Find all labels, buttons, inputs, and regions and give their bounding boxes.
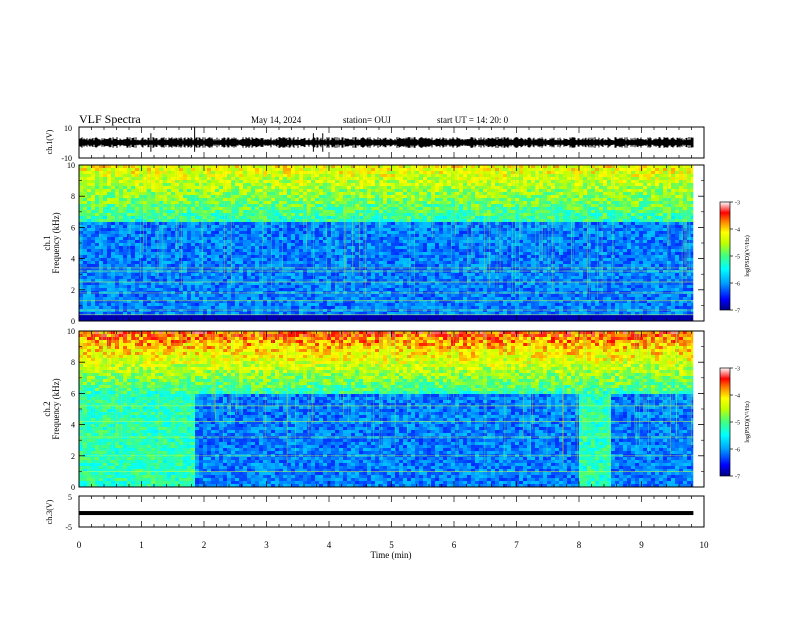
colorbar-2-tick--4: -4 — [735, 394, 740, 400]
x-tick-9: 9 — [639, 540, 644, 550]
date-label: May 14, 2024 — [251, 115, 302, 125]
ch1-wave-ylabel: ch.1(V) — [45, 129, 54, 154]
ch1-ytick-10: 10 — [67, 161, 75, 170]
colorbar-1-tick--6: -6 — [735, 282, 740, 288]
ch1-ytick-2: 2 — [71, 286, 75, 295]
x-tick-8: 8 — [577, 540, 582, 550]
x-tick-6: 6 — [452, 540, 457, 550]
ch2-spec-ylabel: Frequency (kHz) — [51, 378, 61, 439]
ch1-ytick-0: 0 — [71, 317, 75, 326]
ch1-ytick-top: 10 — [64, 124, 72, 133]
figure-title: VLF Spectra — [79, 112, 141, 126]
colorbar-ch2: -3 -4 -5 -6 -7 log(PSD)(V²/Hz) — [720, 367, 751, 481]
ch1-waveform-panel: 10 -10 ch.1(V) — [45, 124, 704, 163]
x-tick-4: 4 — [327, 540, 332, 550]
colorbar-2-tick--6: -6 — [735, 448, 740, 454]
colorbar-1-tick--4: -4 — [735, 228, 740, 234]
x-tick-0: 0 — [77, 540, 82, 550]
ch3-waveform-trace — [79, 511, 693, 515]
ch2-ytick-8: 8 — [71, 358, 75, 367]
ch3-ytick-bottom: -5 — [65, 523, 72, 532]
x-tick-1: 1 — [139, 540, 144, 550]
x-tick-3: 3 — [264, 540, 269, 550]
ch1-spectrogram-image — [79, 165, 704, 321]
colorbar-2-tick--3: -3 — [735, 367, 740, 373]
ch1-ytick-8: 8 — [71, 192, 75, 201]
x-tick-2: 2 — [202, 540, 207, 550]
start-time-label: start UT = 14: 20: 0 — [437, 115, 509, 125]
colorbar-ch1: -3 -4 -5 -6 -7 log(PSD)(V²/Hz) — [720, 201, 751, 315]
colorbar-1-tick--3: -3 — [735, 201, 740, 207]
x-tick-7: 7 — [514, 540, 519, 550]
ch3-ytick-top: 5 — [68, 493, 72, 502]
x-axis-label: Time (min) — [371, 550, 412, 560]
ch1-ytick-4: 4 — [71, 255, 75, 264]
ch1-ytick-6: 6 — [71, 223, 75, 232]
ch2-ytick-4: 4 — [71, 421, 75, 430]
ch3-wave-ylabel: ch.3(V) — [45, 499, 54, 524]
x-tick-5: 5 — [389, 540, 394, 550]
colorbar-ch2-label: log(PSD)(V²/Hz) — [744, 401, 751, 442]
x-tick-10: 10 — [700, 540, 710, 550]
colorbar-2-tick--7: -7 — [735, 475, 740, 481]
ch2-ytick-10: 10 — [67, 327, 75, 336]
ch3-waveform-panel: 5 -5 ch.3(V) — [45, 493, 704, 532]
colorbar-2-tick--5: -5 — [735, 421, 740, 427]
ch1-spec-ylabel: Frequency (kHz) — [51, 212, 61, 273]
ch2-ytick-2: 2 — [71, 452, 75, 461]
colorbar-1-tick--5: -5 — [735, 255, 740, 261]
colorbar-ch1-label: log(PSD)(V²/Hz) — [744, 235, 751, 276]
station-label: station= OUJ — [343, 115, 391, 125]
ch2-ytick-6: 6 — [71, 389, 75, 398]
ch2-spectrogram-image — [79, 331, 704, 487]
colorbar-1-tick--7: -7 — [735, 309, 740, 315]
ch2-ytick-0: 0 — [71, 483, 75, 492]
